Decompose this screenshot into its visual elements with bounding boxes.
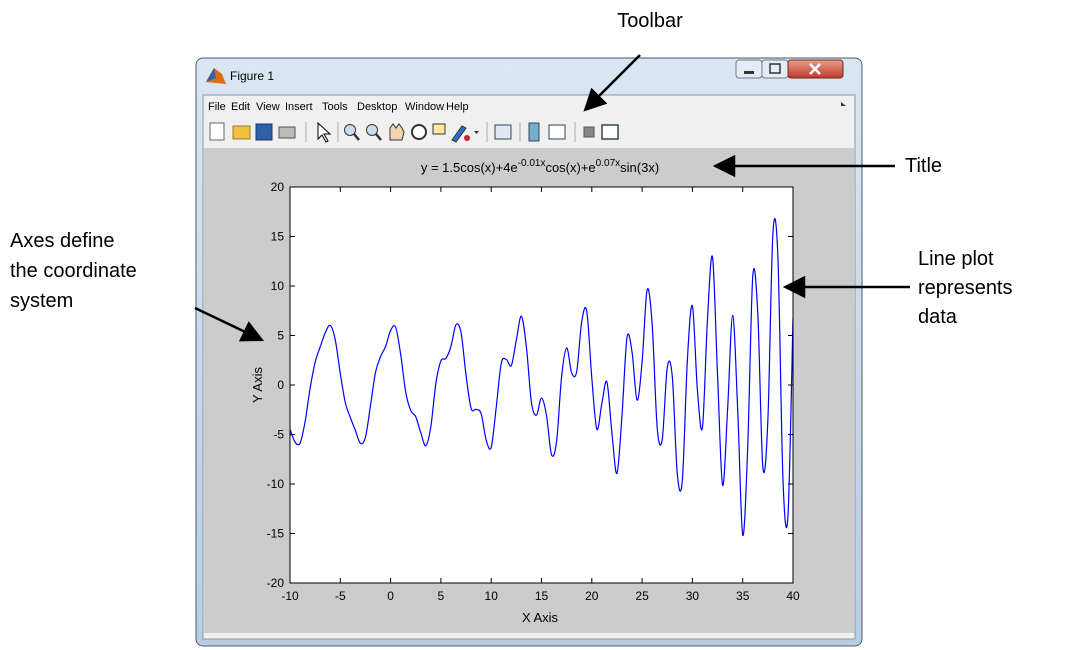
annotation-text: system <box>10 290 73 312</box>
title-segment: cos(x)+e <box>545 160 595 175</box>
menu-item[interactable]: Desktop <box>357 101 397 113</box>
y-tick-label: 5 <box>277 329 284 343</box>
menu-item[interactable]: Insert <box>285 101 313 113</box>
link-icon[interactable] <box>495 125 511 139</box>
y-tick-label: -5 <box>273 428 284 442</box>
menu-item[interactable]: View <box>256 101 280 113</box>
x-tick-label: 20 <box>585 589 599 603</box>
show-tools-icon[interactable] <box>602 125 618 139</box>
annotation-text: data <box>918 306 958 328</box>
open-icon[interactable] <box>233 126 250 139</box>
y-axis-label: Y Axis <box>250 367 265 403</box>
menu-item[interactable]: Edit <box>231 101 250 113</box>
y-tick-label: 20 <box>271 180 285 194</box>
minimize-icon <box>744 71 754 74</box>
annotation-text: the coordinate <box>10 260 137 282</box>
rotate-icon[interactable] <box>412 125 426 139</box>
annotation-text: Toolbar <box>617 10 683 32</box>
y-tick-label: 15 <box>271 230 285 244</box>
legend-icon[interactable] <box>549 125 565 139</box>
annotation-text: Title <box>905 155 942 177</box>
y-tick-label: 0 <box>277 378 284 392</box>
hide-tools-icon[interactable] <box>584 127 594 137</box>
title-segment: y = 1.5cos(x)+4e <box>421 160 518 175</box>
colorbar-icon[interactable] <box>529 123 539 141</box>
x-tick-label: 40 <box>786 589 800 603</box>
menu-item[interactable]: File <box>208 101 226 113</box>
y-tick-label: -10 <box>267 477 285 491</box>
save-icon[interactable] <box>256 124 272 140</box>
x-tick-label: 0 <box>387 589 394 603</box>
y-tick-label: 10 <box>271 279 285 293</box>
title-superscript: 0.07x <box>596 158 620 169</box>
zoom-in-icon[interactable] <box>345 125 356 136</box>
annotation-text: Line plot <box>918 248 994 270</box>
title-segment: sin(3x) <box>620 160 659 175</box>
x-tick-label: 30 <box>686 589 700 603</box>
annotation-text: represents <box>918 277 1013 299</box>
window-title: Figure 1 <box>230 69 274 83</box>
y-tick-label: -20 <box>267 576 285 590</box>
menu-item[interactable]: Help <box>446 101 469 113</box>
minimize-button[interactable] <box>736 60 762 78</box>
new-icon[interactable] <box>210 123 224 140</box>
print-icon[interactable] <box>279 127 295 138</box>
x-tick-label: -10 <box>281 589 299 603</box>
menu-item[interactable]: Window <box>405 101 444 113</box>
annotation-text: Axes define <box>10 230 115 252</box>
y-tick-label: -15 <box>267 527 285 541</box>
x-tick-label: 5 <box>438 589 445 603</box>
maximize-button[interactable] <box>762 60 788 78</box>
zoom-out-icon[interactable] <box>367 125 378 136</box>
title-superscript: -0.01x <box>518 158 546 169</box>
x-tick-label: 15 <box>535 589 549 603</box>
toolbar <box>204 118 854 146</box>
page: Figure 1 File Edit View Insert Tools Desktop W… <box>0 0 1065 650</box>
x-axis-label: X Axis <box>522 610 559 625</box>
x-tick-label: -5 <box>335 589 346 603</box>
x-tick-label: 25 <box>635 589 649 603</box>
menu-item[interactable]: Tools <box>322 101 348 113</box>
x-tick-label: 35 <box>736 589 750 603</box>
x-tick-label: 10 <box>485 589 499 603</box>
datatip-icon[interactable] <box>433 124 445 134</box>
